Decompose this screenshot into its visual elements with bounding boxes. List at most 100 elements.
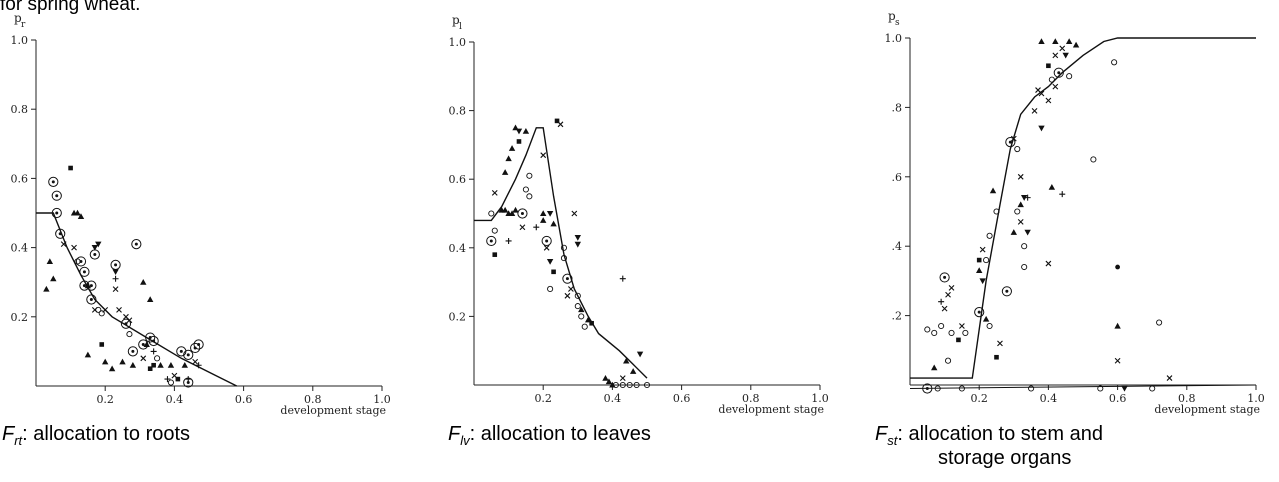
roots-chart: 0.20.20.40.40.60.60.80.81.01.0developmen…	[11, 11, 391, 417]
data-point-triangle	[84, 351, 92, 358]
data-point-open-circle	[1014, 145, 1021, 153]
data-point-square	[516, 139, 522, 144]
y-tick-label: .2	[892, 310, 903, 323]
data-point-triangle	[167, 362, 175, 368]
data-point-circled-dot	[939, 272, 950, 283]
data-point-open-circle	[983, 257, 990, 264]
circled-dot-ring	[127, 346, 138, 357]
data-point-open-circle	[993, 208, 1000, 215]
caption-subscript: st	[887, 433, 898, 448]
y-tick-label: 0.6	[449, 173, 467, 186]
data-point-triangle	[989, 187, 997, 194]
y-tick-label: .4	[892, 240, 903, 253]
data-point-triangle	[501, 169, 509, 175]
data-point-cross	[1114, 357, 1121, 364]
data-point-plus	[505, 237, 512, 244]
x-tick-label: 0.2	[970, 392, 988, 405]
data-point-open-circle	[1021, 263, 1028, 271]
y-tick-label: 1.0	[11, 34, 29, 47]
data-point-triangle	[501, 206, 509, 213]
data-point-circled-dot	[55, 228, 66, 239]
data-point-open-circle	[578, 313, 585, 320]
circled-dot-ring	[131, 239, 142, 250]
data-point-open-circle	[1014, 208, 1021, 215]
circled-dot-center	[1057, 71, 1061, 75]
data-point-cross	[1031, 107, 1038, 114]
circled-dot-center	[51, 180, 55, 184]
data-point-inverted-triangle	[515, 128, 523, 135]
data-point-open-circle	[931, 329, 938, 337]
data-point-inverted-triangle	[91, 245, 99, 251]
data-point-triangle	[602, 374, 609, 381]
data-point-triangle	[540, 210, 547, 217]
data-point-open-circle	[98, 310, 105, 317]
data-point-cross	[1059, 45, 1066, 52]
data-point-dot	[1115, 264, 1120, 270]
data-point-inverted-triangle	[1062, 52, 1069, 59]
data-point-plus	[164, 376, 171, 383]
caption-subscript: lv	[460, 433, 470, 448]
y-axis-label-subscript: s	[895, 18, 900, 28]
data-point-triangle	[1010, 229, 1017, 235]
data-point-open-circle	[547, 285, 554, 293]
circled-dot-center	[186, 381, 190, 385]
data-point-cross	[1038, 90, 1045, 97]
x-axis-label: development stage	[718, 403, 824, 416]
data-point-circled-dot	[541, 235, 552, 247]
data-point-cross	[60, 241, 67, 248]
x-tick-label: 0.4	[604, 392, 622, 405]
x-tick-label: 0.6	[1109, 392, 1127, 405]
circled-dot-center	[131, 349, 135, 353]
y-tick-label: 0.8	[449, 105, 467, 118]
circled-dot-ring	[51, 207, 62, 219]
data-point-triangle	[584, 316, 592, 323]
data-point-square	[175, 376, 181, 382]
data-point-cross	[91, 306, 98, 313]
data-point-triangle	[181, 362, 188, 368]
data-point-circled-dot	[193, 339, 204, 350]
data-point-triangle	[102, 358, 109, 365]
x-tick-label: 0.6	[673, 392, 691, 405]
data-point-square	[551, 269, 556, 275]
y-tick-label: 0.4	[11, 242, 29, 255]
y-axis-label-subscript: r	[21, 20, 26, 30]
x-tick-label: 1.0	[1247, 392, 1265, 405]
circled-dot-ring	[145, 332, 156, 343]
data-point-circled-dot	[48, 176, 59, 187]
data-point-plus	[1059, 191, 1066, 198]
circled-dot-center	[89, 284, 93, 288]
data-point-triangle	[140, 279, 147, 285]
data-point-circled-dot	[86, 294, 97, 305]
data-point-circled-dot	[131, 239, 142, 250]
y-tick-label: 0.2	[449, 310, 467, 323]
data-point-circled-dot	[110, 259, 121, 270]
circled-dot-center	[93, 253, 97, 257]
data-point-triangle	[512, 206, 519, 213]
data-point-open-circle	[1021, 243, 1028, 250]
data-point-inverted-triangle	[1024, 229, 1031, 236]
data-point-inverted-triangle	[546, 258, 554, 265]
data-point-circled-dot	[1001, 286, 1012, 297]
data-point-triangle	[550, 220, 557, 227]
data-point-open-circle	[1097, 385, 1104, 392]
data-point-triangle	[50, 275, 57, 282]
data-point-open-circle	[1090, 156, 1097, 163]
data-point-cross	[1017, 173, 1024, 180]
x-tick-label: 1.0	[373, 393, 391, 406]
y-axis-label: p	[14, 11, 22, 25]
data-point-cross	[557, 121, 564, 128]
data-point-open-circle	[167, 379, 174, 386]
circled-dot-center	[520, 212, 524, 215]
data-point-triangle	[1052, 38, 1059, 45]
data-point-inverted-triangle	[574, 234, 581, 241]
data-point-inverted-triangle	[112, 269, 119, 276]
data-point-open-circle	[1048, 76, 1055, 83]
circled-dot-center	[1005, 289, 1009, 293]
data-point-triangle	[578, 306, 585, 313]
data-point-circled-dot	[120, 318, 132, 329]
data-point-plus	[1024, 194, 1031, 201]
data-point-square	[1046, 63, 1051, 69]
data-point-circled-dot	[79, 266, 90, 277]
data-point-cross	[116, 306, 122, 313]
